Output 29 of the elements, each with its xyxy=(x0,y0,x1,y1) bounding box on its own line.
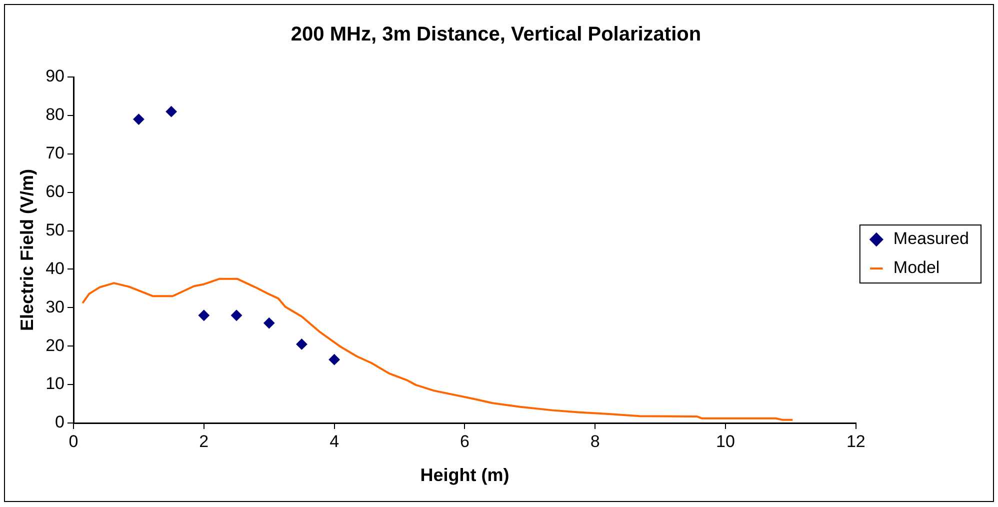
y-tick-label: 90 xyxy=(46,66,65,86)
point xyxy=(166,106,177,118)
legend-label: Measured xyxy=(893,229,970,248)
y-tick-label: 70 xyxy=(46,144,65,163)
point xyxy=(264,318,275,329)
y-axis-title: Electric Field (V/m) xyxy=(16,168,37,332)
y-tick-label: 20 xyxy=(46,336,65,355)
x-tick-label: 0 xyxy=(68,432,78,451)
point xyxy=(231,310,242,321)
x-tick-label: 6 xyxy=(460,432,470,451)
x-axis-title: Height (m) xyxy=(420,465,510,486)
point xyxy=(133,114,144,125)
point xyxy=(296,338,308,350)
point xyxy=(198,310,210,321)
y-tick-label: 80 xyxy=(46,105,65,124)
x-tick-label: 4 xyxy=(330,432,340,451)
chart-title: 200 MHz, 3m Distance, Vertical Polarization xyxy=(290,24,702,46)
y-tick-label: 10 xyxy=(46,374,65,394)
x-tick-label: 8 xyxy=(590,432,600,451)
legend-label: Model xyxy=(893,258,940,278)
y-tick-label: 30 xyxy=(46,297,65,316)
x-tick-label: 10 xyxy=(716,432,735,451)
x-tick-label: 2 xyxy=(199,432,209,451)
y-tick-label: 50 xyxy=(46,220,65,240)
x-tick-label: 12 xyxy=(846,432,866,451)
y-tick-label: 60 xyxy=(46,182,65,202)
point xyxy=(328,354,340,366)
y-tick-label: 0 xyxy=(55,412,65,432)
y-tick-label: 40 xyxy=(46,258,65,278)
